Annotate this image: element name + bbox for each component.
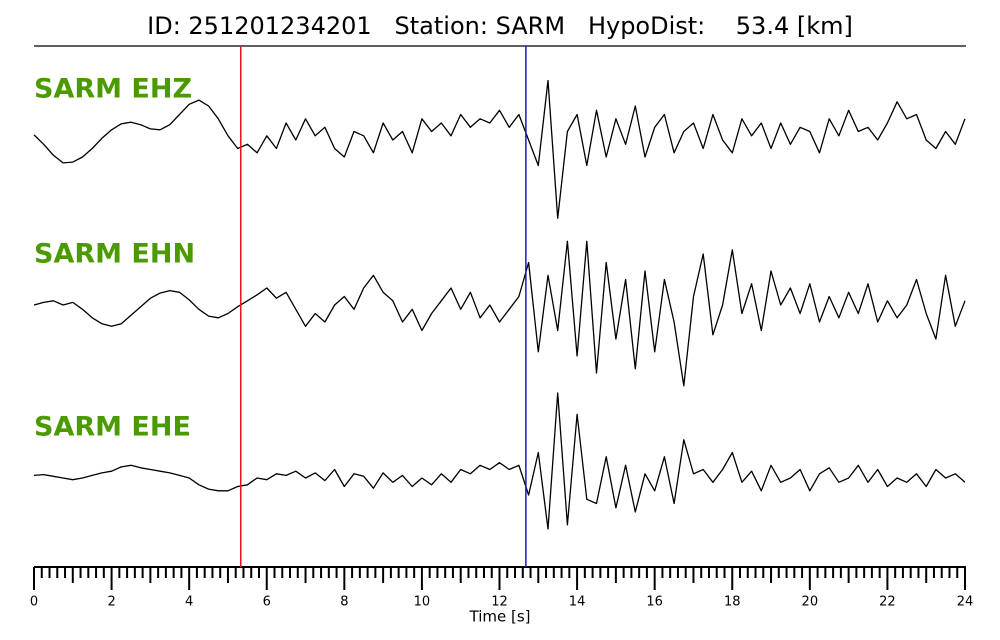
x-tick-label: 0 <box>30 595 38 610</box>
trace-label: SARM EHE <box>34 412 191 443</box>
trace-label: SARM EHZ <box>34 74 192 105</box>
x-tick-label: 18 <box>724 595 741 610</box>
x-tick-label: 16 <box>646 595 663 610</box>
waveform <box>33 79 966 219</box>
chart-title: ID: 251201234201 Station: SARM HypoDist:… <box>147 12 853 40</box>
x-tick-label: 2 <box>107 595 115 610</box>
x-tick-label: 4 <box>185 595 193 610</box>
x-tick-label: 14 <box>569 595 586 610</box>
x-tick-label: 10 <box>414 595 431 610</box>
x-tick-label: 20 <box>802 595 819 610</box>
x-tick-label: 8 <box>340 595 348 610</box>
x-tick-label: 6 <box>263 595 271 610</box>
waveform <box>33 392 966 530</box>
x-tick-label: 22 <box>879 595 896 610</box>
x-axis-label: Time [s] <box>469 608 531 626</box>
x-tick-label: 12 <box>491 595 508 610</box>
waveform <box>33 240 966 387</box>
trace-label: SARM EHN <box>34 239 195 270</box>
x-tick-label: 24 <box>957 595 974 610</box>
